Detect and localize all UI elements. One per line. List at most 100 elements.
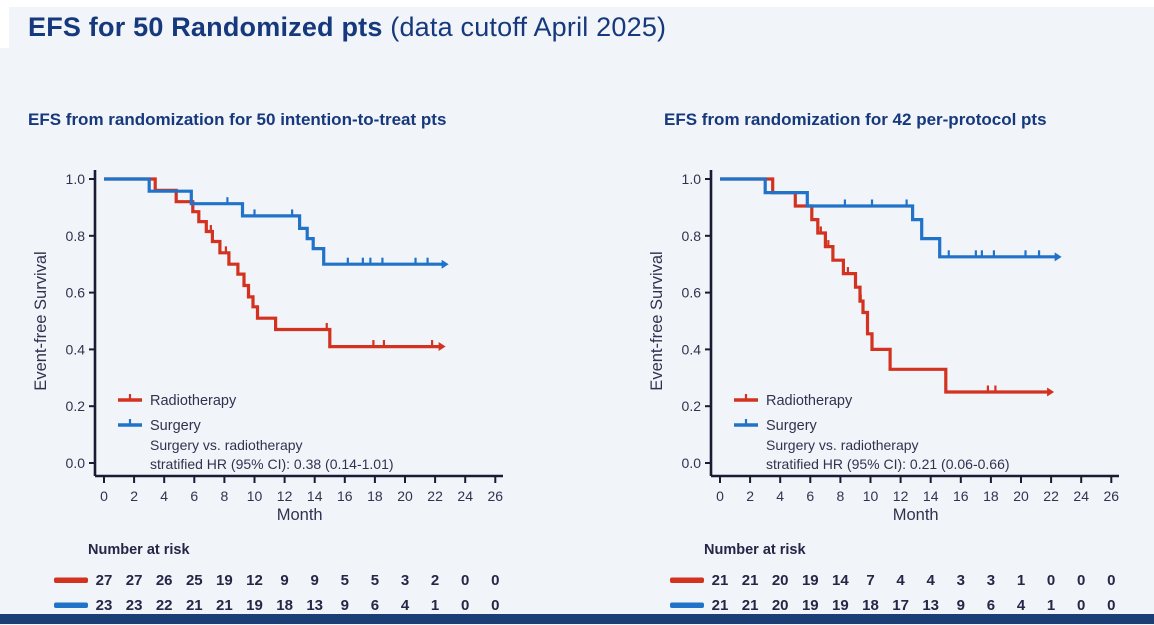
y-tick-label: 0.8 <box>682 228 702 244</box>
x-tick-label: 4 <box>160 488 168 504</box>
risk-count: 5 <box>341 572 349 589</box>
y-tick-label: 0.2 <box>66 398 86 414</box>
y-axis-label: Event-free Survival <box>648 251 666 390</box>
risk-count: 6 <box>371 597 379 614</box>
risk-count: 19 <box>832 597 849 614</box>
risk-count: 1 <box>1047 597 1055 614</box>
risk-row-marker-radiotherapy <box>54 577 88 583</box>
y-tick-label: 0.0 <box>682 455 702 471</box>
top-white-strip <box>0 0 1154 7</box>
km-curve-surgery <box>720 177 1062 262</box>
risk-count: 0 <box>491 572 499 589</box>
risk-count: 9 <box>311 572 319 589</box>
km-curve-radiotherapy <box>720 177 1055 397</box>
x-tick-label: 12 <box>277 488 293 504</box>
curve-end-arrow <box>1054 252 1062 262</box>
y-tick-label: 0.4 <box>66 341 86 357</box>
y-tick-label: 0.4 <box>682 341 702 357</box>
x-tick-label: 16 <box>337 488 353 504</box>
risk-count: 19 <box>216 572 233 589</box>
risk-row-marker-surgery <box>670 602 704 608</box>
chart-subtitle-itt: EFS from randomization for 50 intention-… <box>28 110 447 129</box>
km-chart-itt: 0.0 0.2 0.4 0.6 0.8 1.0 0 2 4 6 8 10 12 14 16 18 20 22 24 2… <box>30 158 545 620</box>
risk-count: 1 <box>1017 572 1025 589</box>
page-title: EFS for 50 Randomized pts (data cutoff A… <box>28 12 666 43</box>
risk-count: 17 <box>892 597 909 614</box>
risk-count: 4 <box>927 572 936 589</box>
legend-label-radiotherapy: Radiotherapy <box>766 393 853 409</box>
risk-count: 3 <box>957 572 965 589</box>
risk-count: 0 <box>461 572 469 589</box>
x-tick-label: 6 <box>806 488 814 504</box>
risk-count: 21 <box>186 597 203 614</box>
km-curve-surgery <box>104 177 449 269</box>
risk-count: 21 <box>712 572 729 589</box>
risk-table-label: Number at risk <box>704 542 806 558</box>
x-tick-label: 16 <box>953 488 969 504</box>
x-tick-label: 2 <box>746 488 754 504</box>
risk-count: 23 <box>96 597 113 614</box>
km-chart-pp: 0.0 0.2 0.4 0.6 0.8 1.0 0 2 4 6 8 10 12 14 16 18 20 22 24 2… <box>646 158 1154 620</box>
km-plot: 0.00.20.40.60.81.00 2 4 6 8 10 12 14 16 18 20 22 24 2… <box>648 170 1120 614</box>
risk-count: 0 <box>491 597 499 614</box>
risk-count: 0 <box>1107 572 1115 589</box>
risk-count: 13 <box>922 597 939 614</box>
risk-count: 4 <box>896 572 905 589</box>
risk-count: 0 <box>1107 597 1115 614</box>
chart-subtitle-pp: EFS from randomization for 42 per-protoc… <box>664 110 1047 129</box>
y-tick-label: 0.6 <box>66 285 86 301</box>
risk-count: 20 <box>772 597 789 614</box>
risk-count: 9 <box>341 597 349 614</box>
axes: 0.00.20.40.60.81.00 2 4 6 8 10 12 14 16 18 20 22 24 2… <box>32 170 503 524</box>
legend: Radiotherapy Surgery Surgery vs. radiother… <box>734 393 1010 472</box>
curve-end-arrow <box>441 259 449 269</box>
risk-count: 0 <box>1077 572 1085 589</box>
risk-count: 14 <box>832 572 849 589</box>
y-tick-label: 1.0 <box>682 171 702 187</box>
risk-count: 3 <box>401 572 409 589</box>
curve-end-arrow <box>1047 387 1055 397</box>
risk-count: 27 <box>96 572 113 589</box>
x-tick-label: 22 <box>427 488 443 504</box>
y-tick-label: 0.0 <box>66 455 86 471</box>
legend: Radiotherapy Surgery Surgery vs. radiother… <box>118 393 394 472</box>
x-tick-label: 26 <box>1104 488 1120 504</box>
risk-count: 21 <box>216 597 233 614</box>
legend-label-radiotherapy: Radiotherapy <box>150 393 237 409</box>
x-tick-label: 18 <box>983 488 999 504</box>
curve-end-arrow <box>438 342 446 352</box>
x-tick-label: 0 <box>716 488 724 504</box>
risk-row-marker-surgery <box>54 602 88 608</box>
risk-count: 20 <box>772 572 789 589</box>
risk-row-marker-radiotherapy <box>670 577 704 583</box>
y-tick-label: 0.6 <box>682 285 702 301</box>
x-tick-label: 22 <box>1043 488 1059 504</box>
legend-label-surgery: Surgery <box>766 418 818 434</box>
risk-count: 26 <box>156 572 173 589</box>
risk-count: 12 <box>246 572 263 589</box>
risk-count: 9 <box>957 597 965 614</box>
x-axis-label: Month <box>893 506 939 524</box>
risk-count: 5 <box>371 572 379 589</box>
risk-count: 25 <box>186 572 203 589</box>
x-tick-label: 10 <box>247 488 263 504</box>
risk-table-label: Number at risk <box>88 542 190 558</box>
x-tick-label: 8 <box>221 488 229 504</box>
x-tick-label: 2 <box>130 488 138 504</box>
x-axis-label: Month <box>277 506 323 524</box>
risk-count: 0 <box>1077 597 1085 614</box>
x-tick-label: 24 <box>1073 488 1089 504</box>
risk-count: 2 <box>431 572 439 589</box>
risk-count: 3 <box>987 572 995 589</box>
risk-count: 19 <box>802 597 819 614</box>
page-title-paren: (data cutoff April 2025) <box>382 12 667 42</box>
risk-count: 1 <box>431 597 439 614</box>
x-tick-label: 26 <box>488 488 504 504</box>
x-tick-label: 0 <box>100 488 108 504</box>
y-axis-label: Event-free Survival <box>32 251 50 390</box>
legend-label-surgery: Surgery <box>150 418 202 434</box>
y-tick-label: 0.8 <box>66 228 86 244</box>
x-tick-label: 6 <box>190 488 198 504</box>
